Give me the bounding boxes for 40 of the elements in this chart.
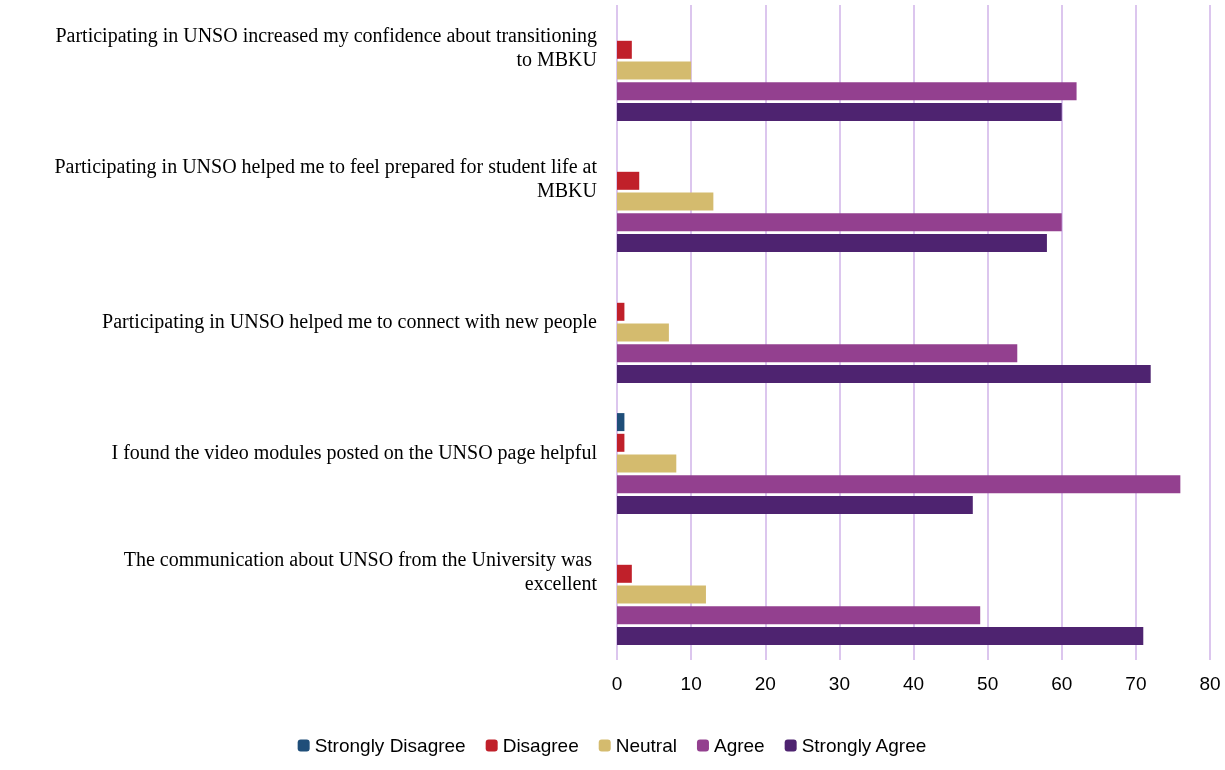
bar — [617, 626, 1144, 645]
y-tick-label: Participating in UNSO increased my confidence about transitioning to MBKU — [55, 23, 598, 70]
bar — [617, 585, 706, 604]
x-tick-label: 60 — [1051, 673, 1073, 694]
bar — [617, 475, 1181, 494]
y-tick-label: The communication about UNSO from the University was excellent — [123, 547, 598, 594]
legend-label: Agree — [713, 735, 765, 756]
bar — [617, 40, 632, 59]
x-tick-label: 50 — [977, 673, 999, 694]
bar — [617, 323, 669, 342]
bar — [617, 454, 677, 473]
x-tick-label: 80 — [1199, 673, 1221, 694]
bar — [617, 192, 714, 211]
x-tick-label: 10 — [680, 673, 702, 694]
y-tick-label: Participating in UNSO helped me to feel prepared for student life at MBKU — [54, 154, 598, 201]
x-tick-label: 70 — [1125, 673, 1147, 694]
x-tick-label: 40 — [902, 673, 925, 694]
legend-label: Strongly Agree — [801, 735, 927, 756]
bar — [617, 433, 625, 452]
y-tick-label: I found the video modules posted on the UNSO page helpful — [111, 440, 598, 464]
bar — [617, 213, 1062, 232]
bar — [617, 102, 1062, 121]
legend-label: Disagree — [502, 735, 579, 756]
legend-label: Neutral — [615, 735, 677, 756]
bar — [617, 364, 1151, 383]
x-tick-label: 30 — [828, 673, 850, 694]
bar — [617, 344, 1018, 363]
x-tick-label: 20 — [754, 673, 776, 694]
bar — [617, 82, 1077, 101]
legend-label: Strongly Disagree — [314, 735, 466, 756]
x-tick-label: 0 — [611, 673, 623, 694]
bar — [617, 233, 1047, 252]
bar — [617, 413, 625, 432]
bar — [617, 61, 692, 80]
bar — [617, 302, 625, 321]
bar — [617, 171, 640, 190]
bar — [617, 606, 981, 625]
bar — [617, 495, 973, 514]
y-tick-label: Participating in UNSO helped me to connect with new people — [102, 309, 598, 333]
bar — [617, 564, 632, 583]
